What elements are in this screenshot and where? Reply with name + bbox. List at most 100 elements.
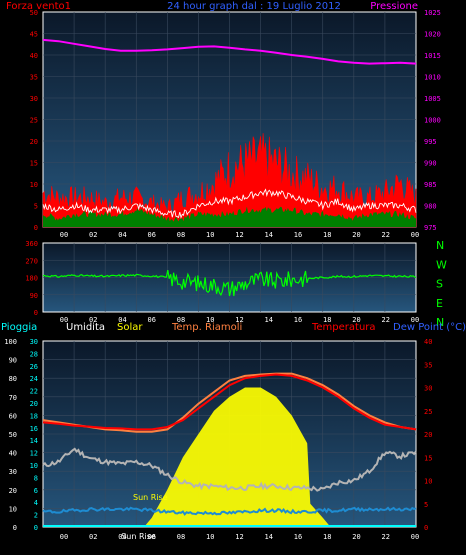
hour-tick-label: 22 (382, 231, 390, 239)
temperature-tick-label: 5 (424, 501, 428, 509)
wind-tick-label: 25 (30, 117, 38, 125)
hour-tick-label: 06 (148, 231, 156, 239)
hour-tick-label: 18 (323, 533, 331, 541)
wind-direction-series (42, 269, 417, 297)
wind-tick-label: 15 (30, 160, 38, 168)
hour-tick-label: 14 (265, 231, 273, 239)
wind-direction-line (42, 269, 417, 297)
apparent-temp-line (42, 372, 417, 433)
pressure-tick-label: 980 (424, 203, 437, 211)
pressure-tick-label: 1025 (424, 9, 441, 17)
hour-tick-label: 04 (118, 231, 126, 239)
hour-tick-label: 18 (323, 231, 331, 239)
compass-label: N (436, 239, 444, 252)
humidity-tick-label: 80 (9, 375, 17, 383)
hour-tick-label: 18 (323, 316, 331, 324)
wind-direction-x-axis: 00 02 04 06 08 10 12 14 16 18 20 22 00 (60, 316, 419, 324)
pressure-line (42, 38, 417, 65)
wind-tick-label: 0 (34, 224, 38, 232)
hour-tick-label: 04 (118, 533, 126, 541)
hour-tick-label: 08 (177, 316, 185, 324)
hour-tick-label: 10 (206, 533, 214, 541)
hour-tick-label: 00 (411, 316, 419, 324)
temperature-tick-label: 40 (424, 338, 432, 346)
hour-tick-label: 08 (177, 231, 185, 239)
humidity-tick-label: 0 (13, 524, 17, 532)
temperature-tick-label: 0 (424, 524, 428, 532)
humidity-left-axis: 0 10 20 30 40 50 60 70 80 90 100 (4, 338, 17, 532)
hour-tick-label: 00 (60, 533, 68, 541)
rain-tick-label: 24 (30, 375, 38, 383)
solar-label: Solar (117, 322, 143, 333)
apparent-temp-label: Temp. Riamoli (171, 322, 242, 333)
wind-direction-left-axis: 0 90 180 270 360 (25, 240, 38, 317)
humidity-tick-label: 20 (9, 487, 17, 495)
wind-tick-label: 40 (30, 52, 38, 60)
rain-tick-label: 16 (30, 425, 38, 433)
hour-tick-label: 10 (206, 231, 214, 239)
humidity-label: Umidita (66, 322, 105, 333)
rain-tick-label: 26 (30, 363, 38, 371)
humidity-tick-label: 100 (4, 338, 17, 346)
pressure-tick-label: 975 (424, 224, 437, 232)
rain-tick-label: 6 (34, 487, 38, 495)
rain-tick-label: 2 (34, 512, 38, 520)
direction-tick-label: 270 (25, 257, 38, 265)
humidity-line (42, 447, 417, 492)
hour-tick-label: 02 (89, 316, 97, 324)
pressure-tick-label: 1015 (424, 52, 441, 60)
wind-average-area (43, 206, 416, 227)
rain-tick-label: 4 (34, 499, 38, 507)
temperature-tick-label: 25 (424, 408, 432, 416)
hour-tick-label: 00 (411, 533, 419, 541)
wind-tick-label: 35 (30, 74, 38, 82)
direction-tick-label: 180 (25, 275, 38, 283)
rain-tick-label: 30 (30, 338, 38, 346)
temperature-tick-label: 20 (424, 431, 432, 439)
rain-tick-label: 28 (30, 350, 38, 358)
temperature-tick-label: 15 (424, 454, 432, 462)
pressure-right-axis: 975 980 985 990 995 1000 1005 1010 1015 1020 1025 (424, 9, 441, 232)
compass-label: S (436, 278, 443, 291)
hour-tick-label: 20 (352, 533, 360, 541)
hour-tick-label: 00 (60, 316, 68, 324)
hour-tick-label: 02 (89, 231, 97, 239)
compass-label: W (436, 258, 447, 271)
pressure-tick-label: 1010 (424, 74, 441, 82)
solar-area (144, 387, 339, 527)
rain-tick-label: 0 (34, 524, 38, 532)
hour-tick-label: 16 (294, 231, 302, 239)
dew-point-line (42, 506, 417, 516)
humidity-tick-label: 10 (9, 505, 17, 513)
pressure-axis-label: Pressione (370, 1, 418, 12)
hour-tick-label: 02 (89, 533, 97, 541)
direction-tick-label: 90 (30, 292, 38, 300)
compass-label: E (436, 297, 443, 310)
temperature-tick-label: 10 (424, 478, 432, 486)
hour-tick-label: 06 (148, 316, 156, 324)
wind-tick-label: 50 (30, 9, 38, 17)
hour-tick-label: 10 (206, 316, 214, 324)
hour-tick-label: 22 (382, 316, 390, 324)
hour-tick-label: 12 (235, 316, 243, 324)
wind-tick-label: 5 (34, 203, 38, 211)
pressure-tick-label: 1005 (424, 95, 441, 103)
hour-tick-label: 16 (294, 533, 302, 541)
direction-tick-label: 0 (34, 309, 38, 317)
wind-left-axis: 0 5 10 15 20 25 30 35 40 45 50 (30, 9, 38, 232)
rain-tick-label: 22 (30, 388, 38, 396)
sunrise-annotation: Sun Rise (133, 493, 168, 502)
humidity-tick-label: 70 (9, 394, 17, 402)
temperature-series (42, 372, 417, 527)
temperature-label: Temperatura (311, 322, 376, 333)
temperature-tick-label: 35 (424, 361, 432, 369)
hour-tick-label: 08 (177, 533, 185, 541)
direction-tick-label: 360 (25, 240, 38, 248)
dew-point-label: Dew Point (°C) (393, 322, 466, 333)
rain-tick-label: 8 (34, 474, 38, 482)
pressure-tick-label: 1000 (424, 117, 441, 125)
hour-tick-label: 00 (60, 231, 68, 239)
